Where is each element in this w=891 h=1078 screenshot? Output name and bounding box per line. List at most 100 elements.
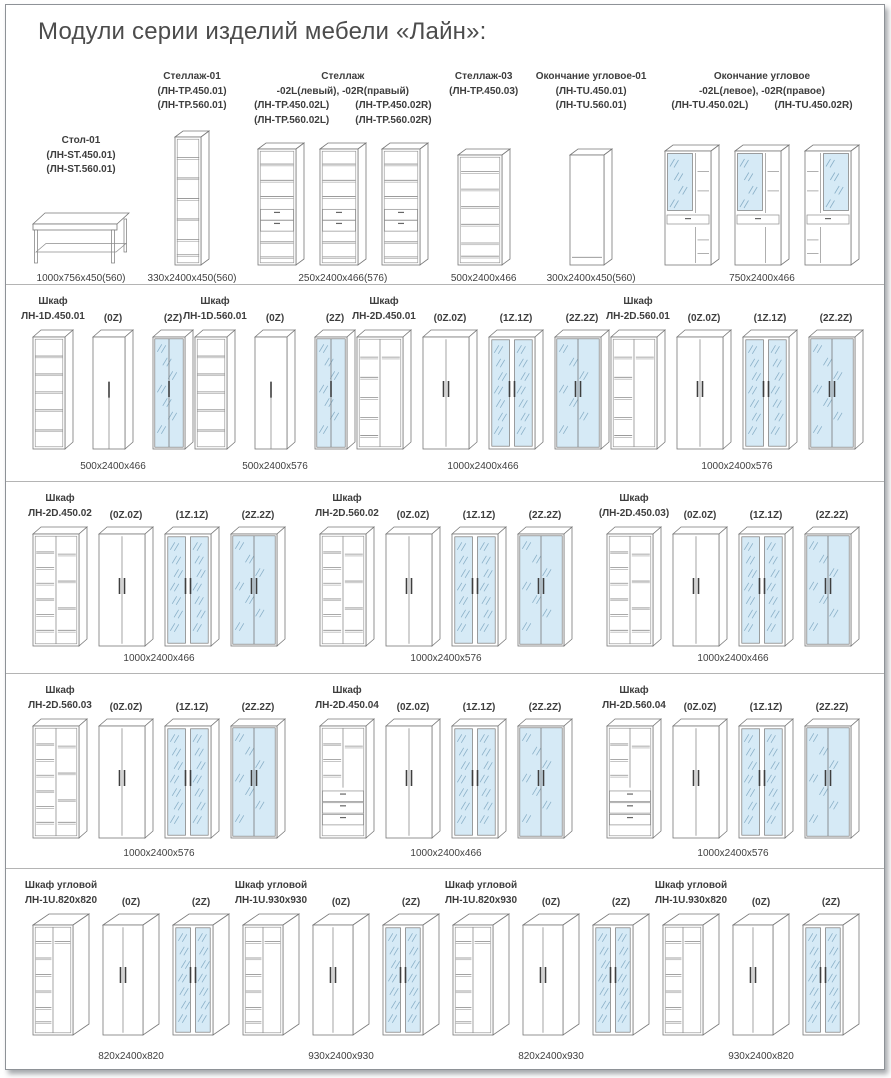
module-codes: (ЛН-TP.450.02L)(ЛН-TP.560.02L)(ЛН-TP.450…	[254, 99, 432, 128]
dimensions-label: 500x2400x576	[242, 461, 308, 472]
w2-plain-drawing	[385, 526, 441, 647]
c-mirror-drawing	[802, 913, 860, 1036]
module-group: Шкаф угловойЛН-1U.820x820(0Z)(2Z)820x240…	[32, 879, 230, 1071]
tower-l-drawing	[664, 144, 720, 266]
module-name-cell: ШкафЛН-2D.450.02	[32, 492, 88, 521]
w2-mirror1-drawing	[164, 526, 220, 647]
module-row-1: ШкафЛН-1D.450.01(0Z)(2Z)500x2400x466Шкаф…	[6, 284, 884, 481]
variant-cell: (1Z.1Z)	[488, 313, 544, 324]
variant-label: (2Z)	[402, 897, 420, 908]
c-open-drawing	[242, 913, 300, 1036]
module-code: (ЛН-TU.450.02R)	[774, 99, 852, 114]
variant-cell: (0Z.0Z)	[98, 510, 154, 521]
dimensions-label: 820x2400x930	[518, 1051, 584, 1062]
module-name-cell: ШкафЛН-2D.450.01	[356, 295, 412, 324]
module-header: ШкафЛН-2D.450.01(0Z.0Z)(1Z.1Z)(2Z.2Z)	[356, 295, 610, 324]
module-group: Стеллаж-03(ЛН-TP.450.03)500x2400x466	[449, 70, 518, 284]
variant-label: (1Z.1Z)	[463, 702, 496, 713]
variant-label: (0Z)	[752, 897, 770, 908]
c-plain-drawing	[312, 913, 370, 1036]
module-name: Стеллаж-01	[157, 70, 226, 85]
dimensions-label: 1000x2400x576	[697, 848, 768, 859]
module-name-cell: Шкаф угловойЛН-1U.930x930	[242, 879, 300, 908]
variant-label: (1Z.1Z)	[500, 313, 533, 324]
variant-label: (1Z.1Z)	[750, 702, 783, 713]
module-name-cell: ШкафЛН-1D.450.01	[32, 295, 74, 324]
w1-open-drawing	[32, 329, 74, 450]
w2-plain-drawing	[422, 329, 478, 450]
variant-cell: (2Z)	[592, 897, 650, 908]
c-open-drawing	[662, 913, 720, 1036]
module-name-block: Стеллаж-02L(левый), -02R(правый)(ЛН-TP.4…	[254, 70, 432, 128]
module-name-cell: Шкаф(ЛН-2D.450.03)	[606, 492, 662, 521]
variant-cell: (2Z)	[382, 897, 440, 908]
module-name: Шкаф	[200, 295, 229, 310]
module-name: (ЛН-TP.450.01)	[157, 85, 226, 100]
variant-cell: (2Z)	[172, 897, 230, 908]
variant-cell: (2Z)	[314, 313, 356, 324]
variant-label: (0Z.0Z)	[110, 510, 143, 521]
module-group: Окончание угловое-01(ЛН-TU.450.01)(ЛН-TU…	[536, 70, 647, 284]
module-name-cell: Шкаф угловойЛН-1U.820x820	[32, 879, 90, 908]
w2-plain-drawing	[672, 718, 728, 839]
module-group: Стол-01(ЛН-ST.450.01)(ЛН-ST.560.01) 1000x…	[32, 70, 130, 284]
variant-cell: (1Z.1Z)	[164, 510, 220, 521]
variant-cell: (1Z.1Z)	[451, 510, 507, 521]
variant-cell: (0Z.0Z)	[422, 313, 478, 324]
module-name: Шкаф угловой	[445, 879, 517, 894]
variant-label: (2Z)	[164, 313, 182, 324]
module-code: (ЛН-TP.560.02L)	[254, 114, 329, 129]
drawings-row	[452, 913, 650, 1036]
variant-cell: (0Z)	[312, 897, 370, 908]
variant-cell: (2Z.2Z)	[517, 510, 573, 521]
w2-open-sh-drawing	[32, 718, 88, 839]
drawings-row	[32, 329, 194, 450]
catalog-page: Модули серии изделий мебели «Лайн»: Стол…	[5, 4, 885, 1070]
module-name-cell: ШкафЛН-2D.560.02	[319, 492, 375, 521]
module-name: ЛН-1U.930x820	[655, 894, 727, 909]
w2-mirror1-drawing	[738, 526, 794, 647]
module-header: Шкаф угловойЛН-1U.820x820(0Z)(2Z)	[32, 879, 230, 908]
module-name-cell: ШкафЛН-1D.560.01	[194, 295, 236, 324]
module-group: Шкаф угловойЛН-1U.930x930 (0Z) (2Z) 930x240…	[242, 879, 440, 1071]
w2-mirror2-drawing	[808, 329, 864, 450]
drawings-row	[569, 148, 613, 266]
variant-cell: (2Z.2Z)	[804, 702, 860, 713]
w1-plain-drawing	[254, 329, 296, 450]
module-group: ШкафЛН-2D.450.04(0Z.0Z)(1Z.1Z)(2Z.2Z)100…	[319, 684, 573, 868]
module-header: Шкаф угловойЛН-1U.930x930 (0Z) (2Z)	[242, 879, 440, 908]
drawings-row	[606, 718, 860, 839]
variant-cell: (0Z.0Z)	[385, 702, 441, 713]
module-name: Стеллаж-03	[449, 70, 518, 85]
module-name: ЛН-2D.560.04	[602, 699, 666, 714]
module-name: Шкаф	[45, 492, 74, 507]
module-group: ШкафЛН-1D.560.01(0Z)(2Z)500x2400x576	[194, 295, 356, 481]
module-name: Шкаф	[45, 684, 74, 699]
drawings-row	[32, 913, 230, 1036]
module-name-block: Стеллаж-01(ЛН-TP.450.01)(ЛН-TP.560.01)	[157, 70, 226, 114]
variant-label: (0Z.0Z)	[110, 702, 143, 713]
variant-cell: (1Z.1Z)	[738, 510, 794, 521]
drawings-row	[662, 913, 860, 1036]
module-group: Шкаф(ЛН-2D.450.03)(0Z.0Z)(1Z.1Z)(2Z.2Z)1…	[606, 492, 860, 673]
drawings-row	[319, 526, 573, 647]
module-name: Шкаф	[332, 684, 361, 699]
module-header: ШкафЛН-2D.450.02 (0Z.0Z) (1Z.1Z) (2Z.2Z)	[32, 492, 286, 521]
module-name: ЛН-2D.450.02	[28, 507, 92, 522]
tower-r-drawing	[804, 144, 860, 266]
variant-label: (0Z.0Z)	[684, 702, 717, 713]
dimensions-label: 930x2400x930	[308, 1051, 374, 1062]
dimensions-label: 500x2400x466	[80, 461, 146, 472]
dimensions-label: 330x2400x450(560)	[148, 273, 237, 284]
module-row-2: ШкафЛН-2D.450.02 (0Z.0Z) (1Z.1Z) (2Z.2Z) 100…	[6, 481, 884, 673]
dimensions-label: 1000x2400x466	[697, 653, 768, 664]
variant-label: (1Z.1Z)	[176, 510, 209, 521]
w2-plain-drawing	[676, 329, 732, 450]
variant-cell: (2Z.2Z)	[230, 510, 286, 521]
module-name-block: Стол-01(ЛН-ST.450.01)(ЛН-ST.560.01)	[46, 134, 115, 178]
module-group: ШкафЛН-2D.560.02(0Z.0Z)(1Z.1Z)(2Z.2Z)100…	[319, 492, 573, 673]
dimensions-label: 1000x756x450(560)	[37, 273, 126, 284]
module-name: Шкаф угловой	[25, 879, 97, 894]
module-name: -02L(левый), -02R(правый)	[254, 85, 432, 100]
w2-mirror1-drawing	[738, 718, 794, 839]
